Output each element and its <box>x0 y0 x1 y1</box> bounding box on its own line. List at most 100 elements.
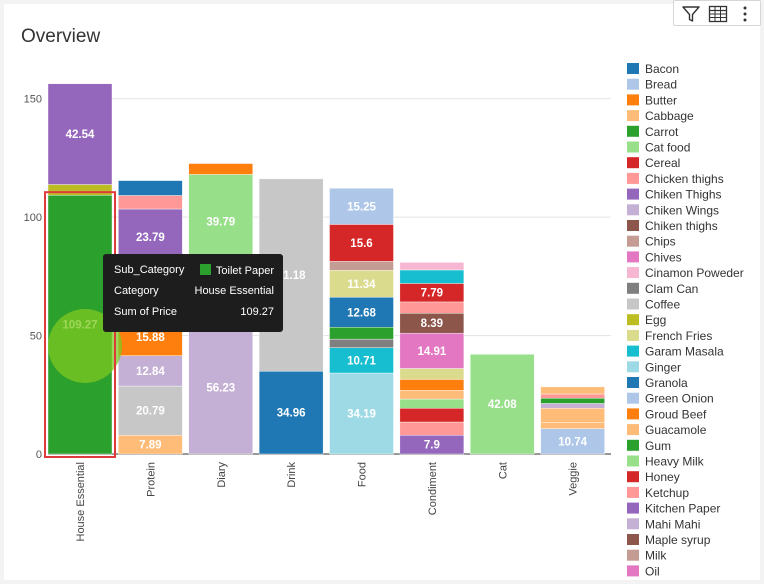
bar-segment[interactable] <box>118 385 183 436</box>
legend-swatch <box>627 188 639 200</box>
legend-label: Bacon <box>645 62 679 76</box>
tooltip-value: 109.27 <box>240 306 274 318</box>
x-tick-label: Protein <box>145 462 157 497</box>
legend-swatch <box>627 424 639 436</box>
bar-segment[interactable] <box>329 347 394 374</box>
legend-swatch <box>627 157 639 169</box>
legend-label: Ketchup <box>645 486 689 500</box>
legend-label: Honey <box>645 470 680 484</box>
tooltip: Sub_Category Toilet Paper Category House… <box>103 254 283 332</box>
legend-label: Chives <box>645 250 682 264</box>
chart-toolbar <box>673 0 761 26</box>
more-vertical-icon[interactable] <box>734 3 756 25</box>
legend-label: Milk <box>645 549 667 563</box>
legend-label: Chiken Wings <box>645 203 719 217</box>
legend-swatch <box>627 408 639 420</box>
bar-segment[interactable] <box>540 422 605 429</box>
legend-swatch <box>627 204 639 216</box>
bar-segment[interactable] <box>399 368 465 380</box>
data-label: 12.84 <box>136 366 165 378</box>
table-icon[interactable] <box>707 3 729 25</box>
legend-swatch <box>627 455 639 467</box>
bar-segment[interactable] <box>118 180 183 196</box>
data-label: 15.6 <box>350 238 372 250</box>
legend-label: Maple syrup <box>645 533 711 547</box>
data-label: 56.23 <box>206 382 235 394</box>
data-label: 8.39 <box>421 318 443 330</box>
legend-swatch <box>627 518 639 530</box>
bar-segment[interactable] <box>399 390 465 400</box>
legend-swatch <box>627 439 639 451</box>
bar-segment[interactable] <box>399 301 465 314</box>
bar-segment[interactable] <box>329 372 394 455</box>
bar-segment[interactable] <box>540 386 605 395</box>
legend-label: Green Onion <box>645 392 714 406</box>
bar-segment[interactable] <box>540 428 605 455</box>
tooltip-row-subcategory: Sub_Category Toilet Paper <box>114 264 274 278</box>
data-label: 34.19 <box>347 409 376 421</box>
legend-label: Cat food <box>645 141 690 155</box>
bar-segment[interactable] <box>399 269 465 284</box>
legend-swatch <box>627 267 639 279</box>
tooltip-swatch <box>199 264 211 275</box>
legend-swatch <box>627 392 639 404</box>
x-tick-label: Drink <box>286 462 298 488</box>
bar-segment[interactable] <box>329 188 394 225</box>
bar-segment[interactable] <box>329 224 394 262</box>
legend-swatch <box>627 345 639 357</box>
filter-icon[interactable] <box>680 3 702 25</box>
bar-segment[interactable] <box>399 408 465 423</box>
legend-label: French Fries <box>645 329 712 343</box>
bar-segment[interactable] <box>399 398 465 409</box>
bar-segment[interactable] <box>329 297 394 328</box>
legend-label: Oil <box>645 564 660 578</box>
tooltip-key: Sum of Price <box>114 306 177 318</box>
data-label: 10.74 <box>558 436 587 448</box>
legend-swatch <box>627 282 639 294</box>
y-tick-label: 100 <box>24 212 42 224</box>
bar-segment[interactable] <box>540 393 605 399</box>
tooltip-key: Sub_Category <box>114 264 185 276</box>
legend-swatch <box>627 94 639 106</box>
legend-swatch <box>627 549 639 561</box>
bar-segment[interactable] <box>188 163 253 175</box>
bar-segment[interactable] <box>47 184 113 196</box>
bar-segment[interactable] <box>470 354 535 455</box>
tooltip-value-text: Toilet Paper <box>215 265 274 277</box>
tooltip-value: House Essential <box>194 285 275 297</box>
bar-segment[interactable] <box>47 83 113 185</box>
legend-label: Garam Masala <box>645 345 724 359</box>
bar-segment[interactable] <box>399 332 465 369</box>
bar-segment[interactable] <box>329 261 394 271</box>
legend-swatch <box>627 141 639 153</box>
data-label: 10.71 <box>347 355 376 367</box>
legend-swatch <box>627 172 639 184</box>
legend-swatch <box>627 298 639 310</box>
bar-segment[interactable] <box>540 403 605 409</box>
legend-swatch <box>627 471 639 483</box>
bar-segment[interactable] <box>188 320 253 455</box>
bar-segment[interactable] <box>540 407 605 423</box>
bar-segment[interactable] <box>399 421 465 436</box>
bar-segment[interactable] <box>540 398 605 404</box>
bar-segment[interactable] <box>399 379 465 391</box>
tooltip-row-category: Category House Essential <box>114 285 274 299</box>
data-label: 81.18 <box>277 270 306 282</box>
bar-segment[interactable] <box>118 195 183 210</box>
bar-segment[interactable] <box>188 174 253 269</box>
legend-label: Chiken Thighs <box>645 188 722 202</box>
bar-segment[interactable] <box>329 338 394 348</box>
legend-swatch <box>627 220 639 231</box>
bar-segment[interactable] <box>399 262 465 271</box>
bar-segment[interactable] <box>118 355 183 387</box>
x-tick-label: Food <box>357 462 369 487</box>
bar-segment[interactable] <box>329 327 394 340</box>
legend-swatch <box>627 329 639 341</box>
legend-swatch <box>627 78 639 90</box>
data-label: 7.79 <box>421 288 443 300</box>
data-label: 23.79 <box>136 232 165 244</box>
legend-swatch <box>627 534 639 545</box>
x-tick-label: Cat <box>497 462 509 479</box>
bar-segment[interactable] <box>258 370 324 455</box>
legend-swatch <box>627 502 639 514</box>
